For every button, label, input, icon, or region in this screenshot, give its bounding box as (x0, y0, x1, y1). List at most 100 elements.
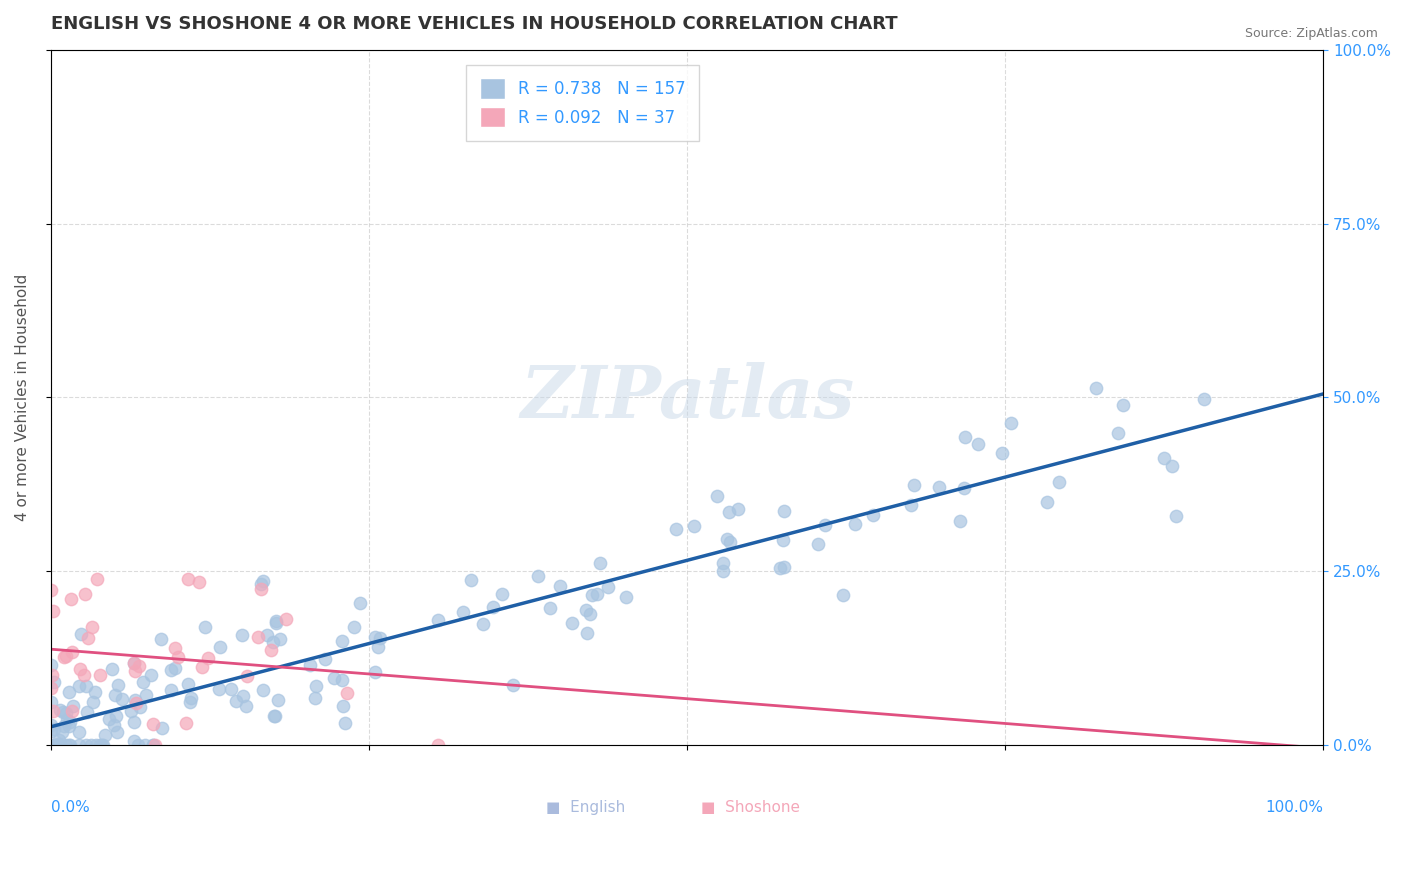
Shoshone (143, 738, 166, 752)
Shoshone (191, 660, 214, 674)
English (718, 534, 741, 549)
English (122, 733, 145, 747)
English (46, 737, 69, 751)
Shoshone (72, 668, 94, 682)
Shoshone (77, 631, 100, 645)
Text: 0.0%: 0.0% (51, 800, 90, 815)
Shoshone (60, 704, 83, 718)
English (127, 738, 149, 752)
English (264, 614, 287, 628)
English (122, 715, 145, 730)
Shoshone (167, 650, 190, 665)
English (314, 652, 336, 666)
Shoshone (427, 738, 450, 752)
English (727, 502, 749, 516)
English (150, 632, 173, 647)
English (711, 564, 734, 578)
English (98, 713, 121, 727)
English (491, 586, 513, 600)
Shoshone (80, 620, 103, 634)
English (305, 679, 328, 693)
Shoshone (124, 656, 146, 670)
English (589, 557, 612, 571)
Shoshone (128, 658, 150, 673)
English (122, 656, 145, 670)
Shoshone (336, 685, 359, 699)
English (772, 533, 794, 547)
English (900, 498, 922, 512)
Y-axis label: 4 or more Vehicles in Household: 4 or more Vehicles in Household (15, 274, 30, 521)
English (772, 560, 794, 574)
English (89, 738, 111, 752)
English (59, 738, 82, 752)
English (177, 677, 200, 691)
English (769, 561, 792, 575)
English (55, 738, 77, 752)
English (682, 519, 704, 533)
English (349, 596, 371, 610)
Text: ENGLISH VS SHOSHONE 4 OR MORE VEHICLES IN HOUSEHOLD CORRELATION CHART: ENGLISH VS SHOSHONE 4 OR MORE VEHICLES I… (51, 15, 897, 33)
English (266, 692, 288, 706)
English (252, 574, 274, 588)
Shoshone (174, 716, 197, 731)
Shoshone (177, 572, 200, 586)
Shoshone (60, 645, 83, 659)
English (150, 721, 173, 735)
English (104, 709, 127, 723)
English (80, 738, 103, 752)
Shoshone (142, 716, 165, 731)
English (1107, 425, 1129, 440)
English (665, 522, 688, 536)
English (107, 678, 129, 692)
English (330, 634, 353, 648)
English (903, 478, 925, 492)
English (364, 630, 387, 644)
Legend: R = 0.738   N = 157, R = 0.092   N = 37: R = 0.738 N = 157, R = 0.092 N = 37 (467, 65, 699, 141)
English (221, 682, 243, 697)
English (105, 725, 128, 739)
English (135, 688, 157, 702)
English (75, 679, 97, 693)
English (949, 514, 972, 528)
Shoshone (60, 591, 83, 606)
English (59, 714, 82, 729)
Shoshone (39, 681, 62, 695)
English (231, 628, 253, 642)
Shoshone (86, 572, 108, 586)
English (55, 706, 77, 720)
English (550, 579, 572, 593)
English (179, 695, 201, 709)
English (928, 479, 950, 493)
English (538, 601, 561, 615)
English (427, 613, 450, 627)
English (1000, 416, 1022, 430)
English (614, 591, 637, 605)
English (103, 718, 125, 732)
English (706, 489, 728, 503)
English (58, 685, 80, 699)
English (76, 705, 98, 719)
English (527, 569, 550, 583)
Shoshone (55, 649, 77, 664)
English (165, 661, 187, 675)
English (120, 705, 142, 719)
English (1036, 495, 1059, 509)
English (39, 695, 62, 709)
English (62, 698, 84, 713)
English (304, 690, 326, 705)
English (129, 700, 152, 714)
English (832, 588, 855, 602)
English (575, 603, 598, 617)
English (1166, 508, 1188, 523)
English (581, 588, 603, 602)
Text: ZIPatlas: ZIPatlas (520, 362, 853, 433)
English (90, 738, 112, 752)
English (124, 692, 146, 706)
Shoshone (165, 641, 187, 656)
Shoshone (52, 649, 75, 664)
English (844, 516, 866, 531)
English (482, 599, 505, 614)
English (263, 709, 285, 723)
English (330, 673, 353, 687)
English (235, 698, 257, 713)
